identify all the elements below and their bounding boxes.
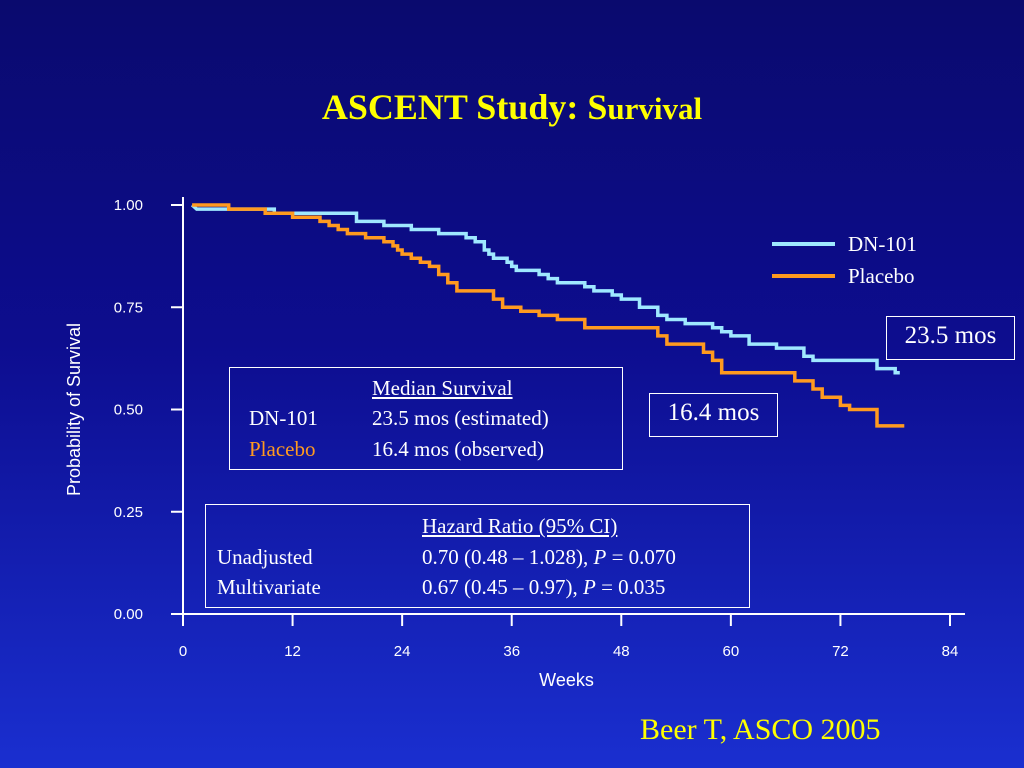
y-tick-label: 0.75 (114, 299, 143, 316)
x-tick-label: 12 (284, 643, 301, 660)
x-tick-label: 72 (832, 643, 849, 660)
y-tick-label: 0.00 (114, 606, 143, 623)
legend-label: DN-101 (848, 232, 917, 256)
x-tick-label: 24 (394, 643, 411, 660)
page-title: ASCENT Study: Survival (0, 86, 1024, 128)
x-tick-label: 0 (179, 643, 187, 660)
hazard-row-value: 0.70 (0.48 – 1.028), P = 0.070 (422, 545, 676, 569)
series-line-dn-101 (190, 203, 900, 375)
hazard-row-label: Unadjusted (217, 545, 313, 569)
title-sub: urvival (607, 91, 703, 126)
chart-legend: DN-101 Placebo (772, 232, 917, 288)
median-row-value: 23.5 mos (estimated) (372, 406, 549, 430)
median-row-label: DN-101 (249, 406, 318, 430)
y-tick-label: 0.25 (114, 504, 143, 521)
hazard-ratio-box: Hazard Ratio (95% CI) Unadjusted 0.70 (0… (205, 504, 750, 608)
chart-series (190, 203, 905, 428)
median-survival-box: Median Survival DN-101 23.5 mos (estimat… (229, 367, 623, 470)
hazard-row-label: Multivariate (217, 575, 321, 599)
series-line-placebo (192, 203, 905, 428)
y-tick-label: 0.50 (114, 402, 143, 419)
title-main: ASCENT Study: S (321, 87, 608, 127)
x-tick-label: 36 (503, 643, 520, 660)
hazard-row-value: 0.67 (0.45 – 0.97), P = 0.035 (422, 575, 666, 599)
y-tick-label: 1.00 (114, 197, 143, 214)
median-row-label: Placebo (249, 437, 316, 461)
x-tick-label: 60 (723, 643, 740, 660)
dn101-median-label: 23.5 mos (886, 316, 1015, 360)
y-axis-label: Probability of Survival (64, 323, 84, 496)
median-header: Median Survival (372, 376, 513, 400)
hazard-header: Hazard Ratio (95% CI) (422, 514, 618, 538)
x-axis-label: Weeks (539, 670, 594, 690)
x-tick-label: 84 (942, 643, 959, 660)
citation: Beer T, ASCO 2005 (640, 713, 881, 746)
placebo-median-label: 16.4 mos (649, 393, 778, 437)
median-row-value: 16.4 mos (observed) (372, 437, 545, 461)
x-tick-label: 48 (613, 643, 630, 660)
chart-axes: 0.00 0.25 0.50 0.75 1.00 0 12 24 36 48 60 72 84 Weeks… (64, 197, 965, 690)
legend-label: Placebo (848, 264, 914, 288)
